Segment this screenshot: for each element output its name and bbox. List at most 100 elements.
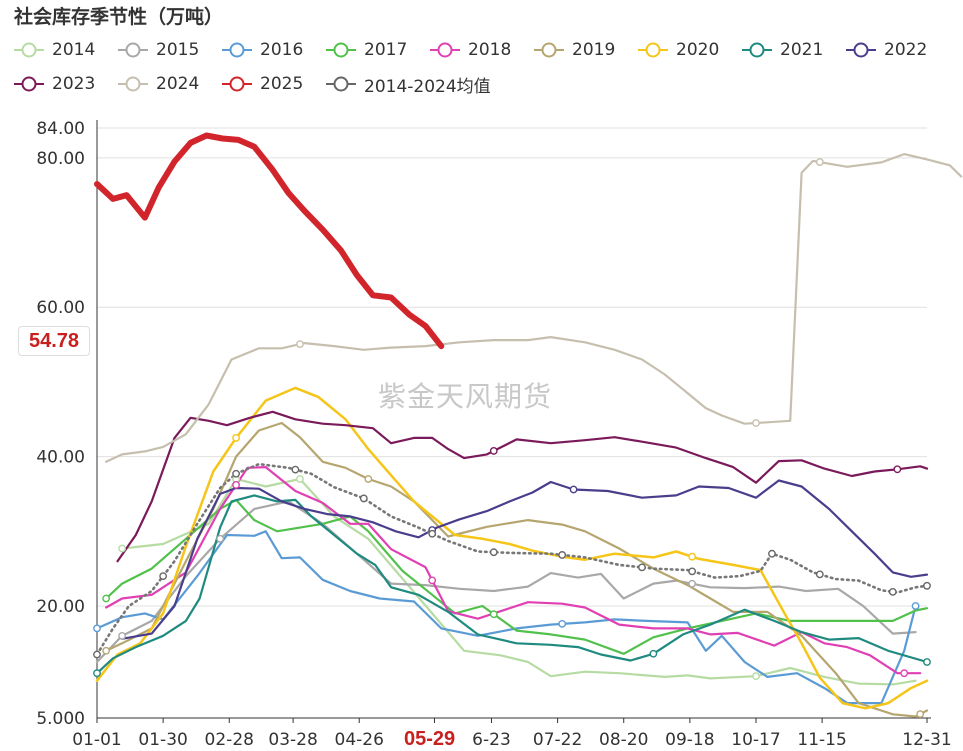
series-line-2016 [95, 530, 917, 705]
legend-item-2019[interactable]: 2019 [534, 40, 615, 60]
marker-2019 [102, 646, 111, 655]
series-line-2019 [105, 421, 929, 718]
x-tick-label: 07-22 [533, 730, 582, 750]
y-tick-label: 84.00 [36, 119, 85, 139]
legend-swatch [14, 42, 44, 58]
legend-label: 2019 [572, 40, 616, 60]
marker-2021 [649, 649, 658, 658]
marker-2014-2024均值 [815, 570, 824, 579]
marker-2014-2024均值 [768, 549, 776, 558]
legend-item-2025[interactable]: 2025 [222, 74, 303, 94]
x-tick-label: 09-18 [665, 730, 714, 750]
legend-label: 2015 [156, 40, 200, 60]
marker-2014-2024均值 [558, 551, 567, 559]
x-tick-label: 03-28 [268, 730, 317, 750]
y-tick-label: 80.00 [36, 149, 85, 169]
x-axis-ticks: 01-01 01-30 02-28 03-28 04-26 6-23 07-22 08-20 0… [72, 718, 952, 750]
x-tick-label: 02-28 [205, 730, 254, 750]
marker-2014-2024均值 [489, 548, 498, 557]
marker-2014-2024均值 [923, 581, 931, 590]
marker-2021 [93, 669, 101, 678]
legend-swatch [222, 42, 252, 58]
chart-title: 社会库存季节性（万吨） [14, 6, 224, 28]
marker-2014 [118, 544, 126, 553]
marker-2017 [102, 594, 111, 603]
marker-2020 [232, 434, 240, 442]
legend-swatch [430, 42, 460, 58]
x-tick-label: 12-31 [902, 730, 951, 750]
legend-item-2020[interactable]: 2020 [638, 40, 719, 60]
marker-2019 [364, 475, 373, 483]
legend-swatch [326, 42, 356, 58]
legend-label: 2014-2024均值 [364, 76, 491, 97]
series-line-2020 [95, 386, 929, 710]
legend-label: 2021 [780, 40, 824, 60]
legend-swatch [638, 42, 668, 58]
legend-item-2014-2024均值[interactable]: 2014-2024均值 [326, 74, 491, 97]
legend-label: 2022 [884, 40, 928, 60]
marker-2023 [489, 447, 498, 455]
legend-label: 2024 [156, 74, 200, 94]
legend-swatch [846, 42, 876, 58]
legend-label: 2025 [260, 74, 304, 94]
legend-item-2022[interactable]: 2022 [846, 40, 927, 60]
legend-item-2024[interactable]: 2024 [118, 74, 199, 94]
x-tick-label: 08-20 [599, 730, 648, 750]
y-axis-ticks: 84.00 80.00 60.00 40.00 20.00 5.000 [36, 119, 85, 729]
legend-item-2021[interactable]: 2021 [742, 40, 823, 60]
series-line-2022 [121, 479, 929, 640]
legend-label: 2020 [676, 40, 720, 60]
legend-label: 2014 [52, 40, 96, 60]
x-tick-label: 11-15 [797, 730, 846, 750]
legend-swatch [222, 76, 252, 92]
legend-swatch [14, 76, 44, 92]
marker-2016 [558, 619, 567, 628]
legend-item-2016[interactable]: 2016 [222, 40, 303, 60]
y-tick-label: 20.00 [36, 597, 85, 617]
legend-item-2014[interactable]: 2014 [14, 40, 95, 60]
watermark: 紫金天风期货 [378, 380, 553, 413]
marker-2020 [688, 552, 697, 561]
legend-label: 2017 [364, 40, 408, 60]
marker-2015 [688, 579, 697, 588]
current-date-label: 05-29 [404, 728, 456, 751]
x-tick-label: 01-01 [72, 730, 121, 750]
y-tick-label: 5.000 [36, 709, 85, 729]
marker-2021 [923, 658, 931, 666]
legend-item-2017[interactable]: 2017 [326, 40, 407, 60]
legend-swatch [118, 76, 148, 92]
marker-2014-2024均值 [159, 572, 168, 581]
current-value-badge: 54.78 [18, 326, 90, 356]
legend-swatch [118, 42, 148, 58]
marker-2014-2024均值 [638, 563, 646, 572]
marker-2014 [752, 672, 760, 681]
marker-2014-2024均值 [888, 587, 897, 596]
marker-2015 [118, 631, 126, 640]
marker-2014-2024均值 [232, 469, 240, 478]
x-tick-label: 6-23 [472, 730, 511, 750]
legend-item-2018[interactable]: 2018 [430, 40, 511, 60]
series-markers [93, 158, 931, 719]
series-line-2015 [95, 500, 917, 664]
x-tick-label: 04-26 [335, 730, 384, 750]
series-line-2025 [94, 132, 445, 350]
x-tick-label: 01-30 [138, 730, 187, 750]
marker-2014-2024均值 [291, 465, 300, 474]
grid-lines [96, 120, 931, 719]
series-line-2024 [105, 153, 963, 463]
marker-2018 [900, 669, 909, 678]
series-lines [94, 132, 963, 718]
legend-swatch [742, 42, 772, 58]
legend-swatch [326, 76, 356, 92]
marker-2018 [428, 576, 437, 585]
legend-item-2015[interactable]: 2015 [118, 40, 199, 60]
legend-item-2023[interactable]: 2023 [14, 74, 95, 94]
series-line-2021 [95, 494, 929, 675]
legend-swatch [534, 42, 564, 58]
marker-2017 [489, 610, 498, 619]
y-tick-label: 60.00 [36, 298, 85, 318]
marker-2016 [93, 624, 101, 633]
marker-2024 [815, 158, 824, 166]
marker-2023 [893, 465, 902, 474]
